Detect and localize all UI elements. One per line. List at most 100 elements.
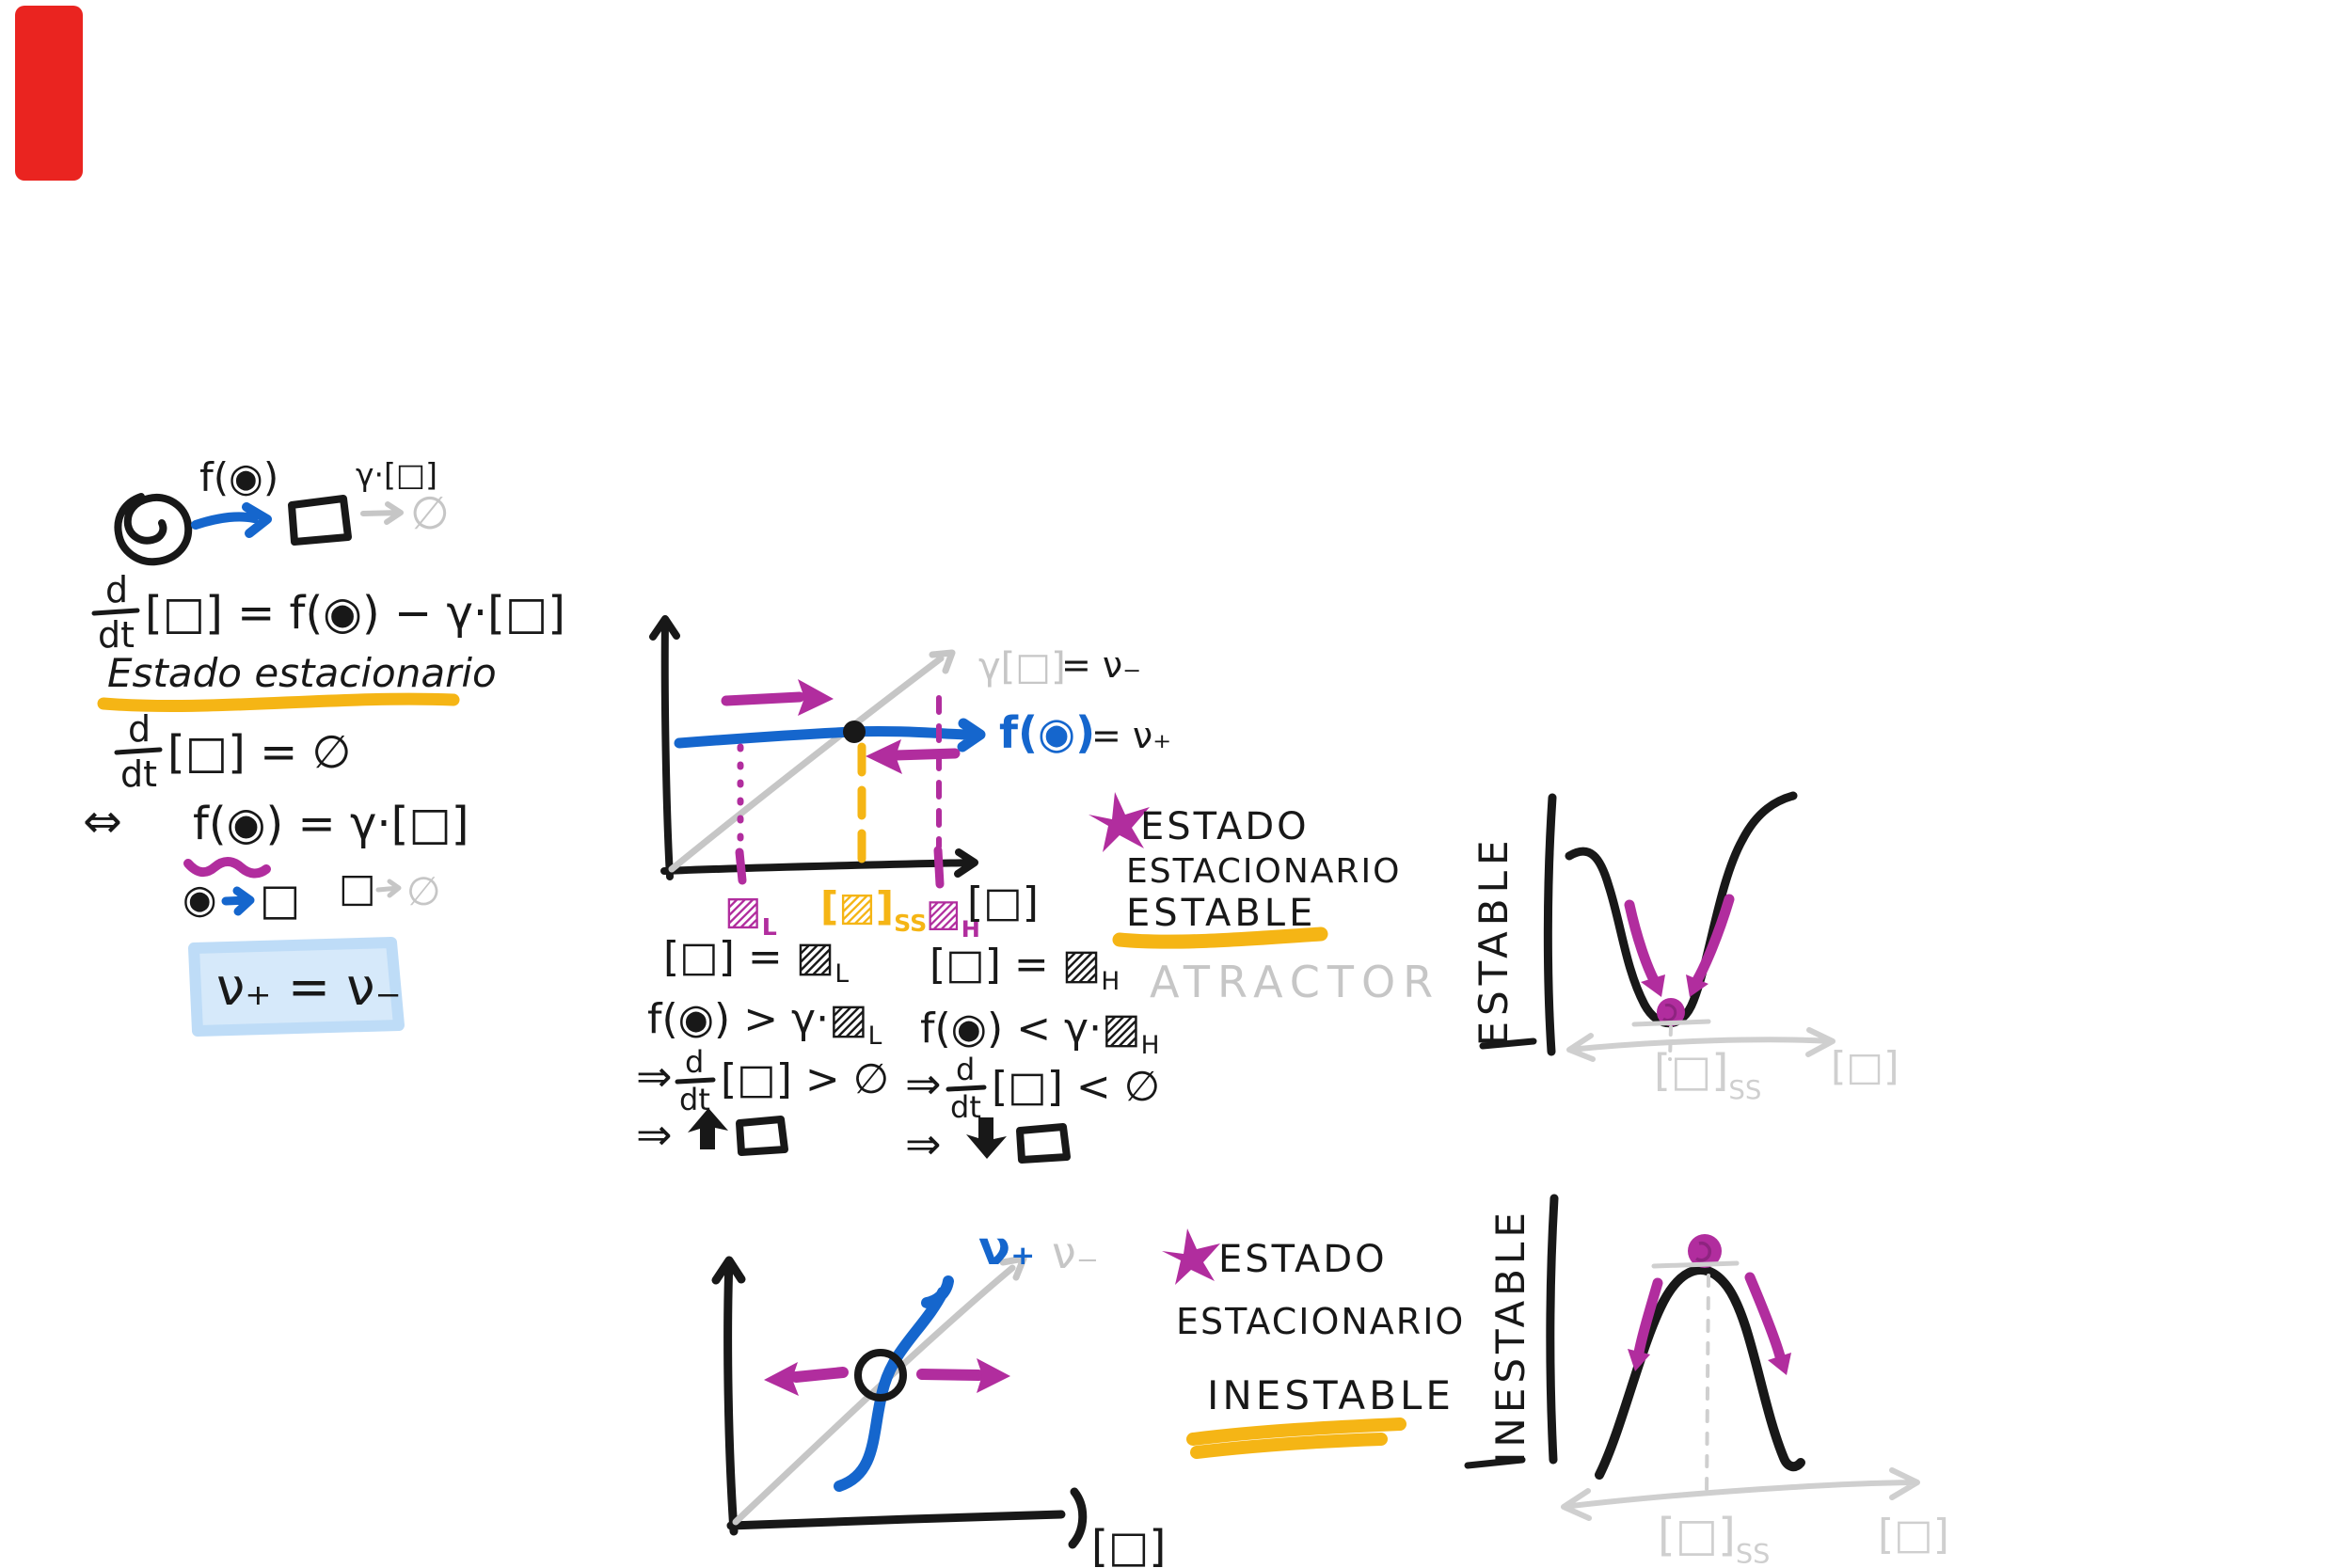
separator-line	[1546, 1194, 1559, 1465]
f-of-input-label: f(◉)	[199, 454, 278, 500]
case-high-column: [□] = ▨H f(◉) < γ·▨H ⇒ d dt [□] < ∅ ⇒	[905, 941, 1160, 1169]
blue-highlight-box	[188, 937, 405, 1037]
separator-line	[1543, 793, 1557, 1056]
yellow-underline	[1190, 1433, 1388, 1459]
red-marker-swatch	[15, 6, 83, 181]
x-ss-label: [□]SS	[1654, 1045, 1761, 1105]
increase-arrow-icon	[688, 1108, 728, 1149]
note-line2: ESTACIONARIO	[1176, 1301, 1465, 1342]
production-source: ◉	[183, 876, 217, 922]
rate-equality-text: ν₊ = ν₋	[216, 958, 402, 1017]
iff-symbol: ⇔	[83, 794, 122, 848]
low-tick	[735, 847, 747, 885]
fraction-denominator: dt	[679, 1082, 710, 1117]
roll-in-left-arrow	[1624, 899, 1660, 986]
ss-drop-dashed	[1705, 1274, 1710, 1499]
decrease-arrow-icon	[966, 1117, 1007, 1159]
potential-hill-curve	[1595, 1265, 1805, 1480]
degradation-line-label: ν₋	[1052, 1227, 1099, 1278]
steady-state-point	[843, 721, 866, 743]
potential-well-curve	[1565, 791, 1798, 1028]
flow-left-arrow	[890, 748, 961, 761]
production-product: □	[260, 874, 300, 925]
roll-off-right-arrowhead	[1768, 1353, 1791, 1375]
yellow-underline	[97, 692, 460, 713]
case-high-line3: [□] < ∅	[992, 1063, 1160, 1111]
production-sigmoid	[834, 1275, 954, 1492]
degradation-arrow-icon	[375, 879, 402, 898]
unstable-rate-graph: [□] ν₋ ν₊	[711, 1221, 1166, 1568]
fraction-bar	[91, 608, 140, 616]
x-axis	[660, 848, 978, 878]
fraction-denominator: dt	[98, 614, 135, 656]
x-tick-ss-label: [▨]SS	[820, 883, 927, 937]
x-axis-label: [□]	[1831, 1043, 1899, 1089]
production-arrow-icon	[221, 886, 255, 916]
ground-line	[1631, 1019, 1711, 1027]
heading-text: Estado estacionario	[107, 650, 497, 696]
x-tick-low-label: ▨L	[724, 887, 777, 941]
fraction-denominator: dt	[120, 753, 157, 795]
x-tick-high-label: ▨H	[926, 892, 980, 942]
decay-rate-label: γ·[□]	[356, 456, 437, 493]
degradation-empty-set: ∅	[406, 868, 441, 914]
y-axis	[711, 1256, 746, 1536]
x-ss-label: [□]SS	[1658, 1509, 1770, 1568]
product-square-icon	[288, 495, 352, 546]
side-label-inestable: INESTABLE	[1487, 1208, 1534, 1464]
flow-left-arrow	[790, 1367, 849, 1383]
steady-state-heading: Estado estacionario	[97, 650, 497, 713]
star-icon	[1089, 792, 1150, 852]
roll-off-right-arrow	[1744, 1272, 1786, 1362]
stable-landscape: ESTABLE [□]SS [□]	[1470, 791, 1899, 1105]
unstable-landscape: INESTABLE [□]SS [□]	[1464, 1194, 1949, 1568]
case-high-line2: f(◉) < γ·▨H	[920, 1005, 1160, 1060]
steady-state-equation: d dt [□] = ∅	[114, 708, 351, 795]
implies-symbol: ⇒	[636, 1109, 673, 1160]
production-line-label: ν₊	[978, 1221, 1035, 1275]
balance-equation: ⇔ f(◉) = γ·[□] ◉ □ □ ∅	[83, 794, 469, 925]
magenta-squiggle-underline	[183, 857, 271, 879]
fraction-bar	[114, 747, 163, 755]
roll-in-left-arrowhead	[1641, 974, 1665, 997]
note-line3: INESTABLE	[1207, 1372, 1454, 1418]
flow-left-arrowhead	[866, 739, 902, 774]
x-axis-label: [□]	[1878, 1511, 1949, 1559]
roll-off-left-arrow	[1633, 1277, 1663, 1358]
degradation-line-eq: = ν₋	[1061, 644, 1141, 686]
unstable-point-circle	[854, 1349, 907, 1402]
fraction-bar	[946, 1085, 987, 1092]
x-axis	[726, 1510, 1066, 1530]
implies-symbol: ⇒	[905, 1118, 942, 1169]
high-tick	[933, 846, 945, 889]
flow-left-arrowhead	[764, 1362, 799, 1396]
flow-right-arrowhead	[977, 1358, 1010, 1393]
fraction-numerator: d	[105, 569, 128, 610]
unstable-note: ESTADO ESTACIONARIO INESTABLE	[1162, 1228, 1465, 1459]
fraction-numerator: d	[956, 1052, 975, 1087]
input-scribble-icon	[114, 493, 193, 566]
case-high-line1: [□] = ▨H	[930, 941, 1120, 996]
y-axis	[649, 615, 680, 880]
fraction-numerator: d	[685, 1044, 704, 1080]
square-icon	[1016, 1123, 1071, 1164]
degradation-arrow-icon	[360, 501, 404, 525]
case-low-line2: f(◉) > γ·▨L	[647, 995, 882, 1051]
fraction-bar	[675, 1077, 716, 1085]
note-line1: ESTADO	[1218, 1238, 1388, 1281]
side-label-underline	[1464, 1456, 1526, 1469]
note-line1: ESTADO	[1140, 805, 1310, 848]
star-icon	[1162, 1228, 1220, 1285]
degradation-line-label: γ[□]	[978, 645, 1066, 689]
rate-balance-graph: γ[□] = ν₋ f(◉) = ν₊ ▨L [▨]SS ▨H [□]	[649, 615, 1171, 942]
fraction-denominator: dt	[950, 1089, 981, 1125]
yellow-underline	[1112, 927, 1328, 949]
side-label-underline	[1479, 1037, 1537, 1050]
x-axis-label: [□]	[967, 879, 1039, 927]
implies-symbol: ⇒	[905, 1058, 942, 1109]
x-axis-double-arrow	[1561, 1467, 1920, 1521]
x-axis-label: [□]	[1091, 1521, 1166, 1568]
roll-in-right-arrowhead	[1686, 974, 1708, 997]
note-line3: ESTABLE	[1126, 892, 1316, 935]
